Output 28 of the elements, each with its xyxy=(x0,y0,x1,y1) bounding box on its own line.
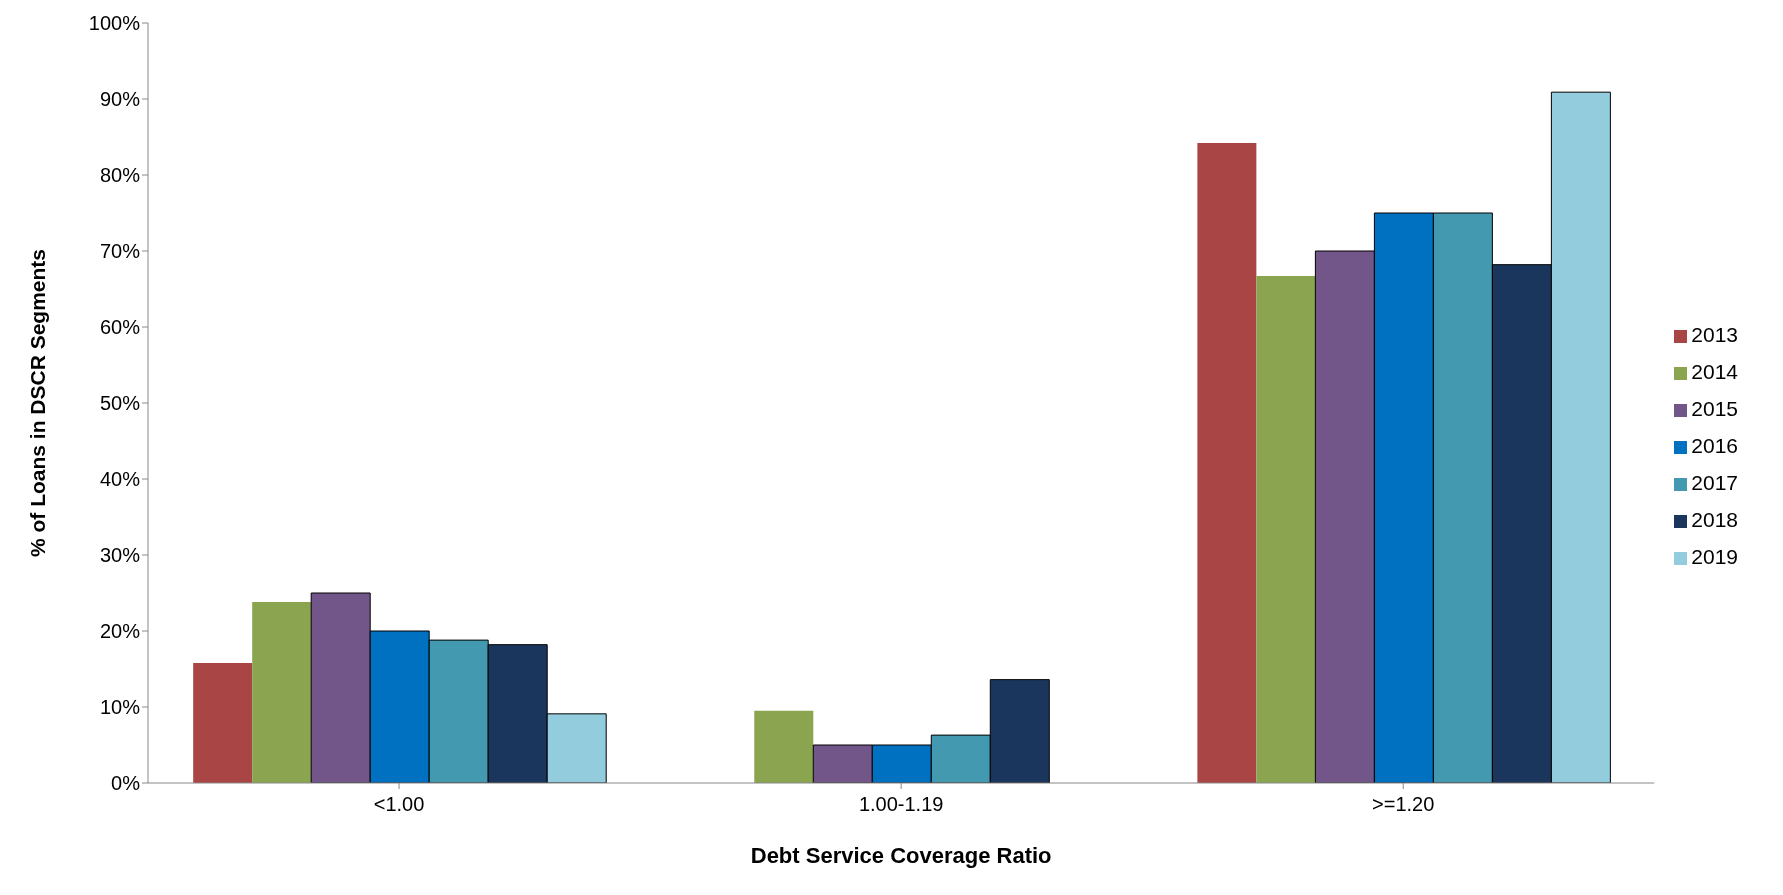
legend-label: 2018 xyxy=(1691,508,1738,531)
bar xyxy=(1197,143,1257,783)
bar xyxy=(193,662,253,783)
y-tick-label: 100% xyxy=(88,12,141,35)
legend-label: 2016 xyxy=(1691,434,1738,457)
y-tick-label: 0% xyxy=(111,772,141,795)
y-tick-label: 80% xyxy=(99,164,141,187)
y-tick-label: 20% xyxy=(99,620,141,643)
legend-label: 2014 xyxy=(1691,360,1738,383)
y-tick-label: 30% xyxy=(99,544,141,567)
legend-label: 2015 xyxy=(1691,397,1738,420)
x-tick-label: >=1.20 xyxy=(1372,793,1435,816)
y-tick-label: 40% xyxy=(99,468,141,491)
bar xyxy=(252,602,312,783)
x-axis-title: Debt Service Coverage Ratio xyxy=(750,843,1052,868)
y-tick-label: 90% xyxy=(99,88,141,111)
y-tick-label: 70% xyxy=(99,240,141,263)
x-tick-label: 1.00-1.19 xyxy=(858,793,944,816)
y-tick-label: 50% xyxy=(99,392,141,415)
legend-label: 2019 xyxy=(1691,545,1738,568)
bar xyxy=(1256,276,1316,783)
y-axis-title: % of Loans in DSCR Segments xyxy=(26,248,50,558)
y-tick-label: 60% xyxy=(99,316,141,339)
x-tick-label: <1.00 xyxy=(373,793,425,816)
legend-label: 2017 xyxy=(1691,471,1738,494)
legend-label: 2013 xyxy=(1691,323,1738,346)
bar xyxy=(754,710,814,783)
y-tick-label: 10% xyxy=(99,696,141,719)
